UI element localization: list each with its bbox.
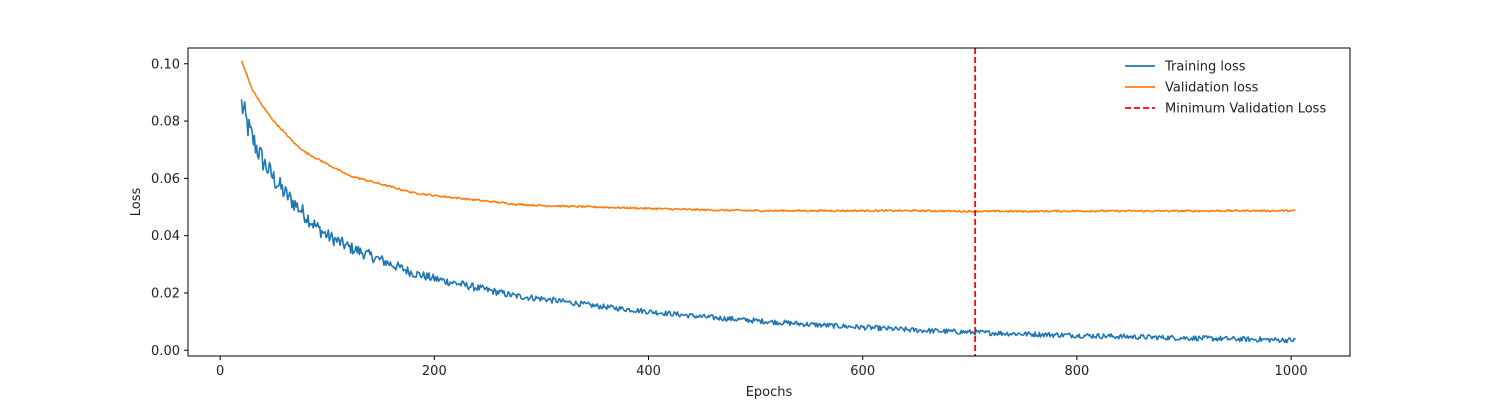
y-axis-ticks: 0.00 0.02 0.04 0.06 0.08 0.10	[151, 57, 188, 359]
y-tick-label: 0.08	[151, 115, 180, 130]
y-tick-label: 0.00	[151, 344, 180, 359]
plot-frame	[187, 47, 1351, 357]
y-axis-label: Loss	[129, 188, 144, 217]
y-tick-label: 0.04	[151, 229, 180, 244]
x-tick-label: 800	[1064, 364, 1089, 379]
legend-label-minimum-validation-loss: Minimum Validation Loss	[1165, 102, 1326, 117]
legend-label-validation-loss: Validation loss	[1165, 81, 1259, 96]
legend: Training loss Validation loss Minimum Vali…	[1125, 60, 1326, 117]
legend-label-training-loss: Training loss	[1164, 60, 1246, 75]
x-tick-label: 1000	[1275, 364, 1308, 379]
y-tick-label: 0.06	[151, 172, 180, 187]
x-axis-ticks: 0 200 400 600 800 1000	[216, 356, 1308, 379]
series-line-training-loss	[240, 99, 1296, 344]
x-tick-label: 200	[422, 364, 447, 379]
data-layer	[240, 60, 1296, 344]
x-tick-label: 0	[216, 364, 224, 379]
y-tick-label: 0.10	[151, 57, 180, 72]
plot-background	[188, 48, 1350, 356]
y-tick-label: 0.02	[151, 286, 180, 301]
x-tick-label: 600	[850, 364, 875, 379]
series-line-validation-loss	[240, 60, 1296, 213]
x-axis-label: Epochs	[746, 385, 793, 400]
x-tick-label: 400	[636, 364, 661, 379]
